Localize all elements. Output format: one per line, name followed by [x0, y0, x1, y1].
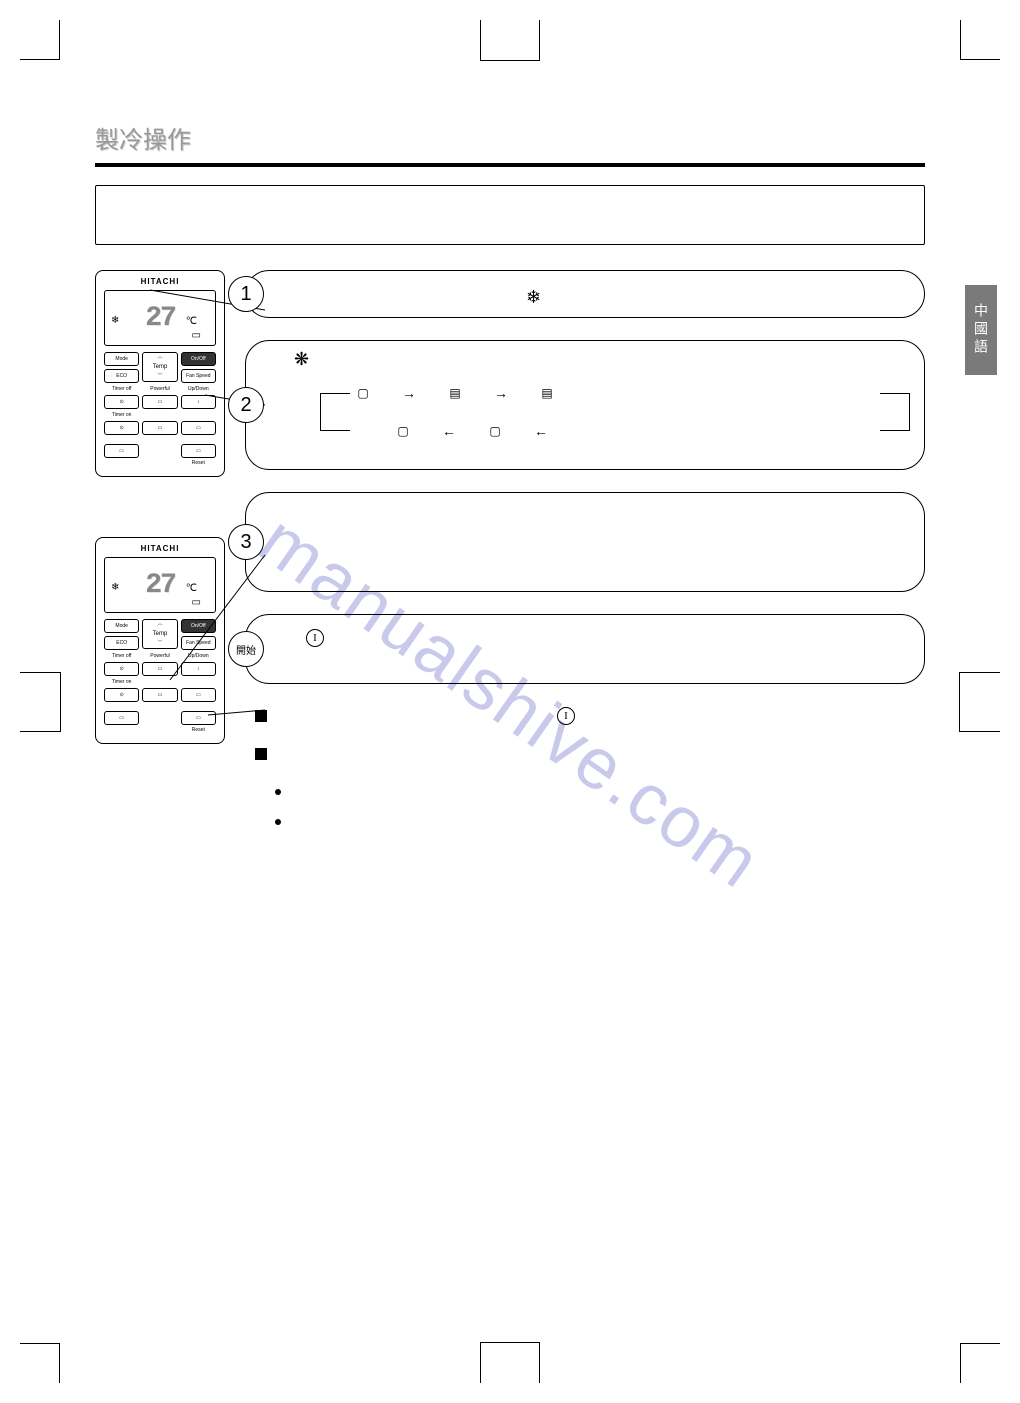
- powerful-label: Powerful: [142, 386, 177, 392]
- onoff-button: On/Off: [181, 352, 216, 366]
- fan-icon: ❋: [294, 349, 309, 370]
- updown-label: Up/Down: [181, 653, 216, 659]
- extra-button-1: ▭: [142, 688, 177, 702]
- updown-label: Up/Down: [181, 386, 216, 392]
- note-subitem: [255, 812, 925, 832]
- timer-on-button: ⊙: [104, 421, 139, 435]
- language-tab: 中國語: [965, 285, 997, 375]
- fan-indicator-icon: ▭: [192, 330, 201, 341]
- temp-unit: ℃: [186, 316, 197, 327]
- remote-control-diagram: HITACHI ❄ 27 ℃ ▭ Mode ︿Temp﹀ On/Off ECO …: [95, 270, 225, 477]
- arrow-left-icon: ←: [442, 423, 456, 439]
- square-bullet-icon: [255, 748, 267, 760]
- eco-button: ECO: [104, 369, 139, 383]
- temp-display: 27: [145, 570, 175, 601]
- updown-button: ↕: [181, 395, 216, 409]
- snowflake-icon: ❄: [526, 287, 541, 308]
- timer-off-label: Timer off: [104, 653, 139, 659]
- intro-box: [95, 185, 925, 245]
- timer-on-button: ⊙: [104, 688, 139, 702]
- fan-speed-flow-diagram: ▢ → ▤ → ▤ ▢ ← ▢ ←: [300, 385, 900, 455]
- temp-unit: ℃: [186, 583, 197, 594]
- note-item: [255, 744, 925, 764]
- display-button: ▭: [181, 444, 216, 458]
- remote-button-grid: Mode ︿Temp﹀ On/Off ECO Fan Speed Timer o…: [104, 619, 216, 733]
- note-item: I: [255, 706, 925, 726]
- powerful-button: ▭: [142, 662, 177, 676]
- crop-mark: [480, 1343, 540, 1383]
- crop-mark: [960, 1343, 1000, 1383]
- step-number: 2: [228, 387, 264, 423]
- fan-high-icon: ▤: [442, 385, 468, 401]
- fanspeed-button: Fan Speed: [181, 636, 216, 650]
- mode-button: Mode: [104, 619, 139, 633]
- temp-up-button: ︿Temp﹀: [142, 352, 177, 382]
- mode-icon: ❄: [111, 315, 119, 326]
- square-bullet-icon: [255, 710, 267, 722]
- reset-label: Reset: [192, 727, 205, 733]
- step-number: 1: [228, 276, 264, 312]
- arrow-right-icon: →: [402, 385, 416, 401]
- timer-off-label: Timer off: [104, 386, 139, 392]
- step-number: 3: [228, 524, 264, 560]
- dot-bullet-icon: [275, 789, 281, 795]
- crop-mark: [20, 20, 60, 60]
- crop-mark: [960, 20, 1000, 60]
- crop-mark: [960, 672, 1000, 732]
- info-button: ▭: [104, 444, 139, 458]
- arrow-right-icon: →: [494, 385, 508, 401]
- step-box-2: 2 ❋ ▢ → ▤ → ▤ ▢ ← ▢ ←: [245, 340, 925, 470]
- step-box-1: 1 ❄: [245, 270, 925, 318]
- fanspeed-button: Fan Speed: [181, 369, 216, 383]
- extra-button-1: ▭: [142, 421, 177, 435]
- timer-off-button: ⊙: [104, 395, 139, 409]
- remote-brand: HITACHI: [104, 277, 216, 286]
- display-button: ▭: [181, 711, 216, 725]
- crop-mark: [20, 1343, 60, 1383]
- extra-button-2: ▭: [181, 421, 216, 435]
- fan-silent-icon: ▢: [482, 423, 508, 439]
- powerful-button: ▭: [142, 395, 177, 409]
- remote-screen: ❄ 27 ℃ ▭: [104, 290, 216, 346]
- step-box-start: 開始 I: [245, 614, 925, 684]
- mode-button: Mode: [104, 352, 139, 366]
- updown-button: ↕: [181, 662, 216, 676]
- extra-button-2: ▭: [181, 688, 216, 702]
- reset-label: Reset: [192, 460, 205, 466]
- temp-display: 27: [145, 303, 175, 334]
- crop-mark: [480, 20, 540, 60]
- remote-button-grid: Mode ︿Temp﹀ On/Off ECO Fan Speed Timer o…: [104, 352, 216, 466]
- eco-button: ECO: [104, 636, 139, 650]
- onoff-button: On/Off: [181, 619, 216, 633]
- remote-brand: HITACHI: [104, 544, 216, 553]
- arrow-left-icon: ←: [534, 423, 548, 439]
- dot-bullet-icon: [275, 819, 281, 825]
- temp-up-button: ︿Temp﹀: [142, 619, 177, 649]
- remote-screen: ❄ 27 ℃ ▭: [104, 557, 216, 613]
- timer-off-button: ⊙: [104, 662, 139, 676]
- page-title: 製冷操作: [95, 120, 925, 155]
- title-rule: [95, 163, 925, 167]
- step-box-3: 3: [245, 492, 925, 592]
- fan-med-icon: ▤: [534, 385, 560, 401]
- power-symbol-icon: I: [557, 707, 575, 725]
- timer-on-label: Timer on: [104, 412, 139, 418]
- power-symbol: I: [306, 629, 324, 647]
- fan-auto-icon: ▢: [350, 385, 376, 401]
- powerful-label: Powerful: [142, 653, 177, 659]
- fan-indicator-icon: ▭: [192, 597, 201, 608]
- note-subitem: [255, 782, 925, 802]
- crop-mark: [20, 672, 60, 732]
- notes-section: I: [255, 706, 925, 832]
- timer-on-label: Timer on: [104, 679, 139, 685]
- info-button: ▭: [104, 711, 139, 725]
- remote-control-diagram: HITACHI ❄ 27 ℃ ▭ Mode ︿Temp﹀ On/Off ECO …: [95, 537, 225, 744]
- fan-low-icon: ▢: [390, 423, 416, 439]
- step-label-start: 開始: [228, 631, 264, 667]
- mode-icon: ❄: [111, 582, 119, 593]
